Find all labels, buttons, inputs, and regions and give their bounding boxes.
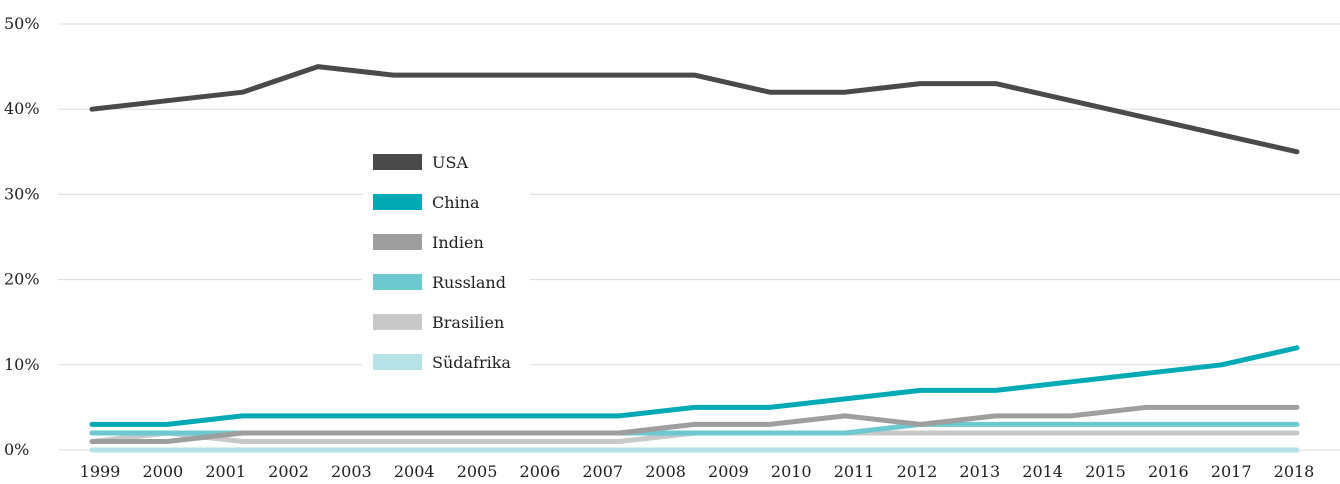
x-tick-label-2004: 2004 [394,462,435,481]
series-line-china [89,345,1300,427]
series-lines [89,64,1300,453]
y-tick-label-40: 40% [4,99,40,118]
y-tick-label-50: 50% [4,14,40,33]
series-line-indien [89,404,1300,444]
x-axis: 1999 2000 2001 2002 2003 2004 2005 2006 2007 2008… [80,462,1315,481]
legend: USA China Indien Russland Brasilien Südafrika [362,140,530,380]
legend-swatch-brasilien [373,314,422,330]
y-tick-label-30: 30% [4,184,40,203]
x-tick-label-2016: 2016 [1148,462,1189,481]
x-tick-label-2011: 2011 [834,462,875,481]
legend-label-indien: Indien [432,233,484,252]
x-tick-label-2009: 2009 [708,462,749,481]
x-tick-label-2018: 2018 [1274,462,1315,481]
x-tick-label-2017: 2017 [1211,462,1252,481]
legend-label-russland: Russland [432,273,506,292]
x-tick-label-1999: 1999 [80,462,121,481]
x-tick-label-2000: 2000 [142,462,183,481]
x-tick-label-2006: 2006 [520,462,561,481]
series-line-usa [89,64,1300,155]
x-tick-label-2013: 2013 [959,462,1000,481]
x-tick-label-2003: 2003 [331,462,372,481]
legend-label-s-dafrika: Südafrika [432,353,511,372]
legend-background [362,140,530,380]
legend-swatch-indien [373,234,422,250]
legend-swatch-russland [373,274,422,290]
legend-swatch-s-dafrika [373,354,422,370]
x-tick-label-2005: 2005 [457,462,498,481]
y-axis: 0% 10% 20% 30% 40% 50% [4,14,40,459]
x-tick-label-2014: 2014 [1022,462,1063,481]
y-tick-label-10: 10% [4,355,40,374]
x-tick-label-2001: 2001 [205,462,246,481]
x-tick-label-2015: 2015 [1085,462,1126,481]
x-tick-label-2012: 2012 [897,462,938,481]
legend-swatch-usa [373,154,422,170]
x-tick-label-2008: 2008 [645,462,686,481]
y-tick-label-20: 20% [4,270,40,289]
x-tick-label-2002: 2002 [268,462,309,481]
legend-swatch-china [373,194,422,210]
legend-label-china: China [432,193,480,212]
y-tick-label-0: 0% [4,440,29,459]
legend-label-brasilien: Brasilien [432,313,504,332]
x-tick-label-2010: 2010 [771,462,812,481]
x-tick-label-2007: 2007 [582,462,623,481]
legend-label-usa: USA [432,153,468,172]
